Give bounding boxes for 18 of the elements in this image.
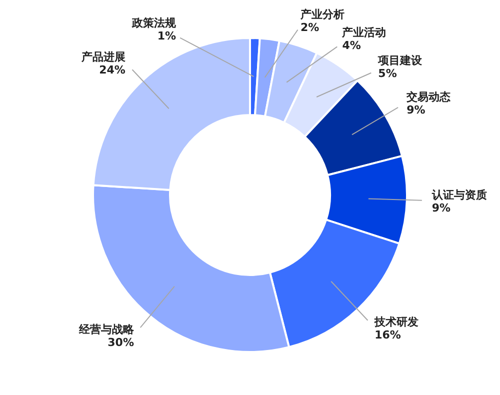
data-label: 5% — [378, 66, 397, 80]
slice-label: 交易动态 — [406, 90, 452, 104]
slice-label: 政策法规 — [131, 16, 178, 30]
data-label: 16% — [374, 328, 401, 342]
slice-label: 认证与资质 — [430, 188, 487, 202]
slice-label: 项目建设 — [377, 54, 424, 67]
data-label: 24% — [99, 63, 126, 76]
data-label: 30% — [108, 336, 134, 350]
data-label: 9% — [432, 202, 451, 215]
slice-label: 经营与战略 — [78, 323, 135, 336]
slice-label: 产业活动 — [341, 26, 386, 40]
data-label: 2% — [300, 21, 320, 34]
data-label: 4% — [342, 39, 361, 52]
slice-label: 产品进展 — [80, 50, 126, 64]
slice-label: 产业分析 — [300, 8, 345, 22]
slice-label: 技术研发 — [374, 316, 419, 329]
data-label: 9% — [406, 103, 426, 116]
data-label: 1% — [157, 30, 176, 43]
